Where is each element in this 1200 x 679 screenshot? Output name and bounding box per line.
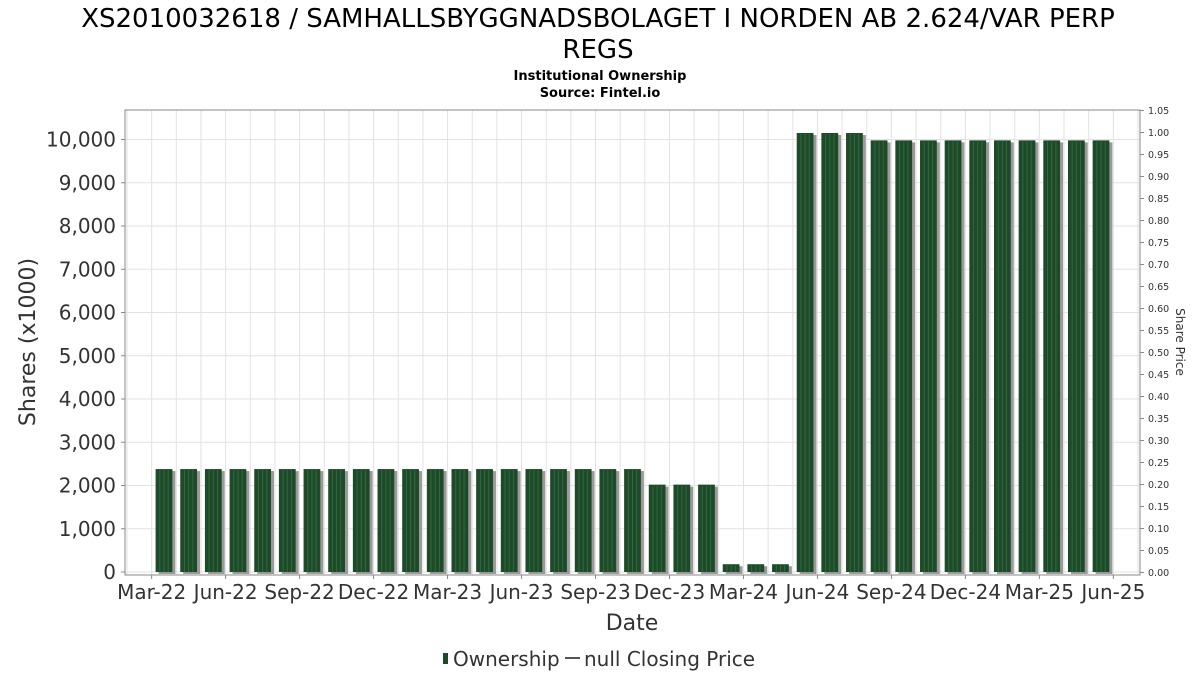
y2-tick-label: 0.40 [1148, 392, 1169, 403]
y-tick-label: 10,000 [46, 128, 116, 152]
y2-tick-label: 0.05 [1148, 546, 1169, 557]
x-tick-label: Mar-23 [413, 580, 482, 604]
x-tick-label: Dec-22 [338, 580, 409, 604]
x-tick-label: Mar-22 [117, 580, 186, 604]
y2-tick-label: 0.80 [1148, 216, 1169, 227]
y-tick-label: 6,000 [59, 301, 116, 325]
y2-tick-label: 0.25 [1148, 458, 1169, 469]
y-tick-label: 7,000 [59, 257, 116, 281]
y-tick-label: 2,000 [59, 474, 116, 498]
y2-axis-ticks: 0.00 0.05 0.10 0.15 0.20 0.25 0.30 0.35 0.40 0.45… [1140, 106, 1169, 579]
x-tick-label: Jun-22 [192, 580, 258, 604]
y-tick-label: 9,000 [59, 171, 116, 195]
y2-tick-label: 0.75 [1148, 238, 1169, 249]
x-tick-label: Mar-25 [1005, 580, 1074, 604]
bars [155, 133, 1113, 575]
y-axis-label: Shares (x1000) [16, 258, 41, 426]
x-axis-label: Date [606, 611, 659, 636]
y2-tick-label: 0.15 [1148, 502, 1169, 513]
x-tick-label: Jun-23 [488, 580, 554, 604]
y2-tick-label: 0.85 [1148, 194, 1169, 205]
y2-tick-label: 0.65 [1148, 282, 1169, 293]
x-tick-label: Dec-24 [930, 580, 1001, 604]
legend-ownership-label: Ownership [453, 647, 560, 671]
chart-title-line2: REGS [562, 35, 633, 65]
plot-area-border [124, 109, 1141, 576]
x-tick-label: Sep-22 [264, 580, 334, 604]
x-axis-ticks: Mar-22 Jun-22 Sep-22 Dec-22 Mar-23 Jun-23 Sep-… [117, 575, 1145, 604]
y2-tick-label: 0.95 [1148, 150, 1169, 161]
chart-source: Source: Fintel.io [540, 86, 661, 101]
y-tick-label: 5,000 [59, 344, 116, 368]
chart-title: XS2010032618 / SAMHALLSBYGGNADSBOLAGET I… [81, 4, 1115, 34]
y-tick-label: 4,000 [59, 387, 116, 411]
y2-tick-label: 0.35 [1148, 414, 1169, 425]
x-tick-label: Jun-25 [1079, 580, 1145, 604]
y-tick-label: 0 [103, 560, 116, 584]
y2-tick-label: 0.70 [1148, 260, 1169, 271]
y2-tick-label: 1.05 [1148, 106, 1169, 117]
y-tick-label: 3,000 [59, 430, 116, 454]
legend-ownership-swatch [443, 653, 448, 664]
y-axis-ticks: 0 1,000 2,000 3,000 4,000 5,000 6,000 7,000 8,00… [46, 128, 125, 584]
y2-tick-label: 0.30 [1148, 436, 1169, 447]
x-tick-label: Jun-24 [783, 580, 849, 604]
y2-tick-label: 0.00 [1148, 568, 1169, 579]
y-tick-label: 1,000 [59, 517, 116, 541]
x-tick-label: Mar-24 [709, 580, 778, 604]
y2-tick-label: 0.10 [1148, 524, 1169, 535]
y2-axis-label: Share Price [1173, 308, 1187, 376]
x-tick-label: Sep-23 [560, 580, 630, 604]
legend: Ownership null Closing Price [443, 647, 755, 671]
gridlines [125, 110, 1140, 575]
x-tick-label: Dec-23 [634, 580, 705, 604]
y2-tick-label: 0.45 [1148, 370, 1169, 381]
y2-tick-label: 0.50 [1148, 348, 1169, 359]
x-tick-label: Sep-24 [856, 580, 926, 604]
y2-tick-label: 0.55 [1148, 326, 1169, 337]
y2-tick-label: 1.00 [1148, 128, 1169, 139]
y2-tick-label: 0.60 [1148, 304, 1169, 315]
y2-tick-label: 0.20 [1148, 480, 1169, 491]
chart-subtitle: Institutional Ownership [514, 69, 687, 84]
legend-price-label: null Closing Price [584, 647, 755, 671]
y2-tick-label: 0.90 [1148, 172, 1169, 183]
y-tick-label: 8,000 [59, 214, 116, 238]
